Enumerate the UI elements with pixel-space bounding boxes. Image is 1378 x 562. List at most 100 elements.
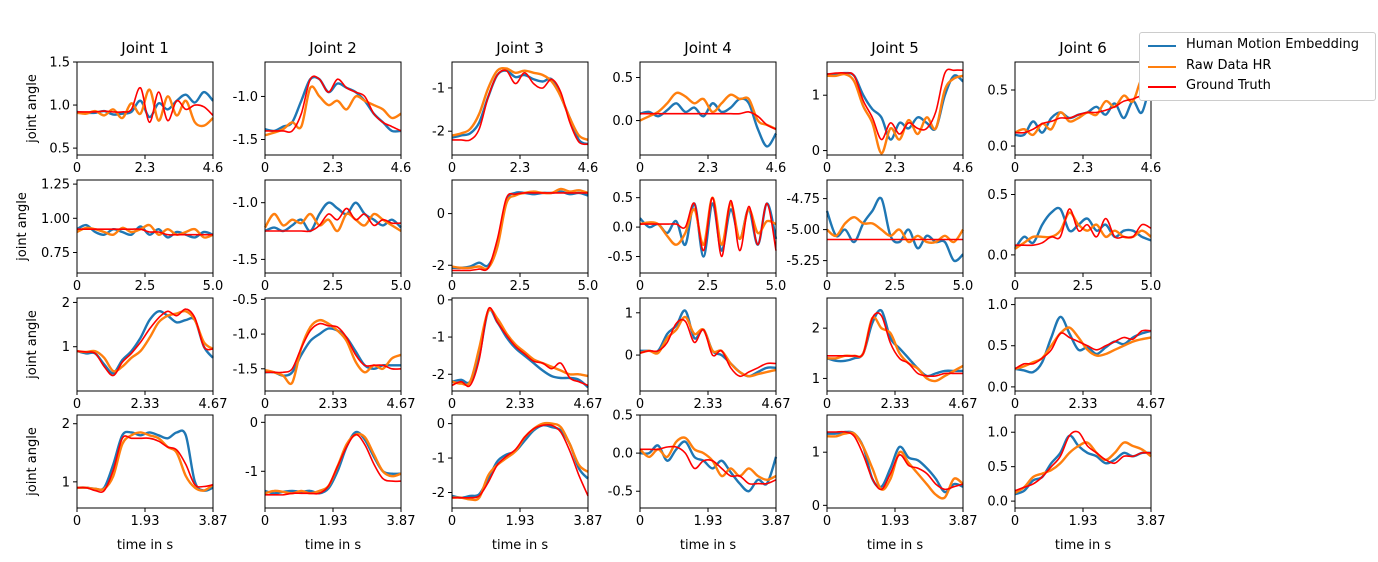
series-line-red (1014, 94, 1152, 134)
series-line-red (452, 423, 589, 499)
series-line-red (640, 196, 777, 258)
series-line-blue (451, 69, 589, 146)
xlabel: time in s (1055, 538, 1111, 553)
x-tick-label: 0 (1011, 397, 1019, 412)
legend-label: Ground Truth (1186, 78, 1271, 93)
y-tick-label: 0.5 (987, 460, 1008, 475)
x-tick-label: 5.0 (953, 279, 974, 294)
x-tick-label: 1.93 (506, 514, 535, 529)
x-tick-label: 2.33 (881, 397, 910, 412)
legend-swatch-blue (1148, 45, 1176, 47)
x-tick-label: 0 (448, 397, 456, 412)
series-line-blue (451, 190, 589, 270)
ylabel: joint angle (15, 192, 30, 262)
series-line-red (265, 75, 402, 133)
series-line-orange (264, 432, 402, 495)
x-tick-label: 5.0 (203, 279, 224, 294)
series-line-red (77, 228, 213, 236)
x-tick-label: 0 (823, 161, 831, 176)
ylabel: joint angle (25, 427, 40, 497)
x-tick-label: 1.93 (1069, 514, 1098, 529)
x-tick-label: 0 (261, 514, 269, 529)
x-tick-label: 2.5 (698, 279, 719, 294)
series-line-red (826, 68, 964, 141)
x-tick-label: 0 (636, 279, 644, 294)
y-tick-label: 0 (812, 144, 820, 159)
x-tick-label: 4.6 (391, 161, 412, 176)
y-tick-label: 0 (437, 417, 445, 432)
x-tick-label: 2.3 (698, 161, 719, 176)
column-title: Joint 3 (495, 39, 543, 57)
series-line-blue (76, 309, 214, 375)
axes-frame (451, 414, 589, 509)
series-line-red (265, 207, 402, 233)
series-line-orange (451, 187, 589, 271)
x-tick-label: 0 (636, 397, 644, 412)
x-tick-label: 0 (73, 279, 81, 294)
x-tick-label: 2.33 (131, 397, 160, 412)
x-tick-label: 4.6 (953, 161, 974, 176)
axes-frame (1014, 61, 1152, 156)
series-line-orange (76, 223, 214, 239)
y-tick-label: -0.5 (608, 485, 633, 500)
x-tick-label: 0 (261, 279, 269, 294)
y-tick-label: 0.0 (987, 495, 1008, 510)
x-tick-label: 2.3 (1073, 161, 1094, 176)
series-line-red (639, 318, 777, 378)
y-tick-label: 0.0 (612, 114, 633, 129)
y-tick-label: 2 (812, 322, 820, 337)
x-tick-label: 2.5 (1073, 279, 1094, 294)
series-line-red (640, 445, 777, 485)
x-tick-label: 2.5 (885, 279, 906, 294)
series-line-blue (1014, 434, 1152, 496)
y-tick-label: -2 (432, 368, 445, 383)
x-tick-label: 0 (73, 161, 81, 176)
column-title: Joint 1 (120, 39, 168, 57)
axes-frame (826, 179, 964, 274)
series-line-blue (1014, 206, 1152, 250)
series-line-red (826, 430, 964, 491)
series-line-red (826, 312, 963, 377)
series-line-orange (76, 431, 214, 492)
y-tick-label: -5.00 (786, 223, 820, 238)
x-tick-label: 0 (448, 514, 456, 529)
x-tick-label: 0 (636, 161, 644, 176)
y-tick-label: -5.25 (786, 254, 820, 269)
ylabel: joint angle (25, 74, 40, 144)
x-tick-label: 2.33 (319, 397, 348, 412)
x-tick-label: 5.0 (1141, 279, 1162, 294)
legend-label: Human Motion Embedding (1186, 37, 1359, 52)
x-tick-label: 0 (636, 514, 644, 529)
series-line-red (452, 192, 588, 272)
xlabel: time in s (117, 538, 173, 553)
x-tick-label: 2.5 (510, 279, 531, 294)
y-tick-label: -1.5 (233, 253, 258, 268)
x-tick-label: 2.5 (135, 279, 156, 294)
ylabel: joint angle (25, 310, 40, 380)
x-tick-label: 0 (73, 514, 81, 529)
y-tick-label: 0 (625, 349, 633, 364)
series-line-red (1014, 329, 1152, 370)
x-tick-label: 2.3 (323, 161, 344, 176)
y-tick-label: 1.5 (49, 56, 70, 71)
x-tick-label: 2.3 (510, 161, 531, 176)
legend-item-raw-data-hr: Raw Data HR (1140, 57, 1375, 77)
series-line-orange (451, 421, 589, 502)
y-tick-label: 0.5 (612, 71, 633, 86)
y-tick-label: 0 (437, 293, 445, 308)
y-tick-label: -1 (432, 452, 445, 467)
legend-label: Raw Data HR (1186, 58, 1272, 73)
axes-frame (1014, 179, 1152, 274)
y-tick-label: 1.0 (49, 99, 70, 114)
x-tick-label: 2.33 (506, 397, 535, 412)
x-tick-label: 1.93 (131, 514, 160, 529)
y-tick-label: 0.5 (612, 191, 633, 206)
x-tick-label: 1.93 (694, 514, 723, 529)
series-line-orange (1014, 77, 1152, 137)
x-tick-label: 3.87 (949, 514, 978, 529)
x-tick-label: 0 (823, 279, 831, 294)
x-tick-label: 4.67 (949, 397, 978, 412)
y-tick-label: 1.0 (987, 298, 1008, 313)
y-tick-label: -1.0 (233, 196, 258, 211)
axes-frame (639, 414, 777, 509)
